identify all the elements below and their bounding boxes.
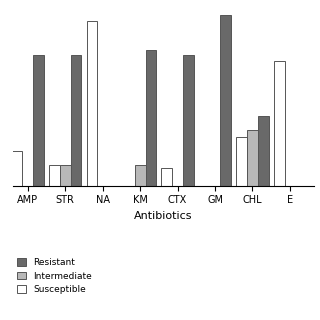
Bar (220, 15, 231, 186)
Bar (146, 50, 156, 186)
X-axis label: Antibiotics: Antibiotics (134, 211, 192, 221)
Bar (162, 168, 172, 186)
Bar (49, 165, 60, 186)
Bar (183, 55, 194, 186)
Bar (60, 165, 71, 186)
Bar (274, 60, 284, 186)
Legend: Resistant, Intermediate, Susceptible: Resistant, Intermediate, Susceptible (17, 258, 92, 294)
Bar (247, 130, 258, 186)
Bar (87, 20, 97, 186)
Bar (135, 165, 146, 186)
Bar (33, 55, 44, 186)
Bar (71, 55, 81, 186)
Bar (236, 137, 247, 186)
Bar (12, 151, 22, 186)
Bar (258, 116, 268, 186)
